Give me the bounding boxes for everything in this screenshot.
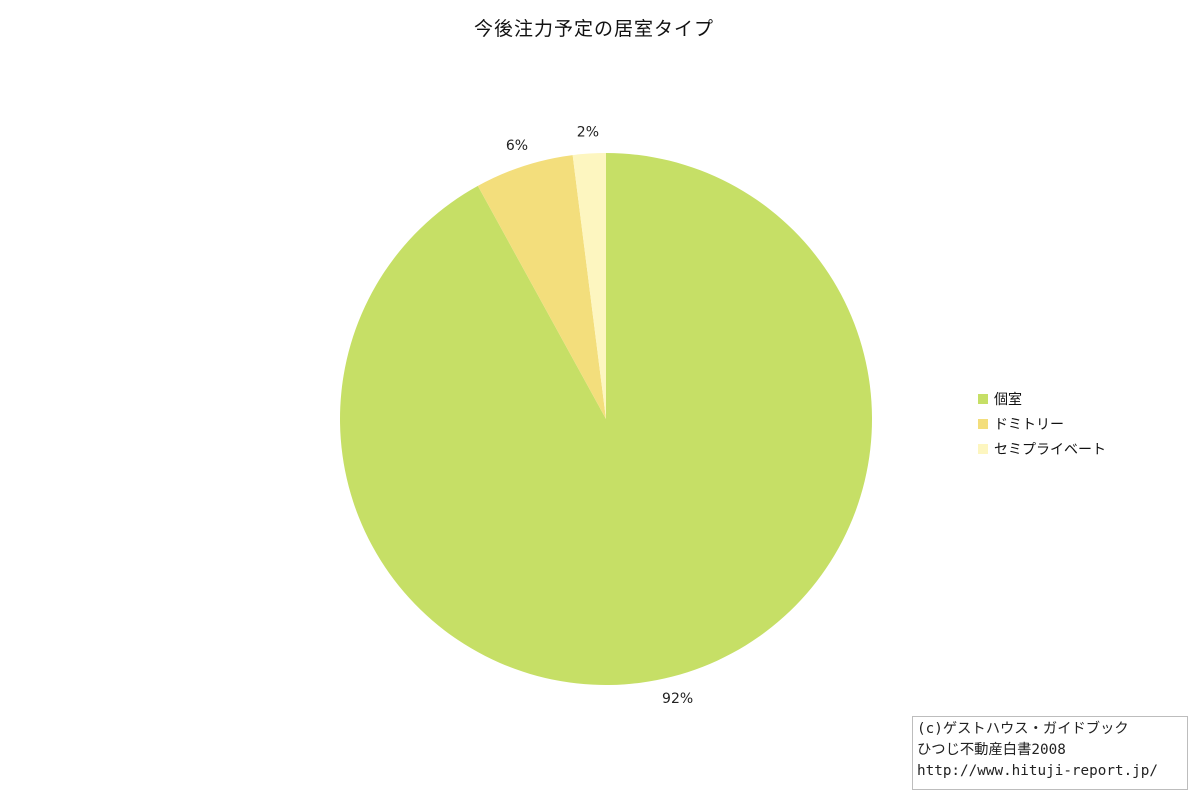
legend-item-semi-private: セミプライベート [978,436,1106,461]
legend-item-dormitory: ドミトリー [978,411,1106,436]
credit-line: http://www.hituji-report.jp/ [917,763,1159,779]
legend-swatch [978,418,988,429]
credit-line: (c)ゲストハウス・ガイドブック [917,721,1129,737]
pie-slice-dormitory [477,155,606,420]
chart-title: 今後注力予定の居室タイプ [473,18,714,40]
legend: 個室 ドミトリー セミプライベート [978,386,1106,461]
legend-label: 個室 [994,391,1022,408]
credit-line: ひつじ不動産白書2008 [917,742,1066,758]
pie-slice-semi-private [572,153,606,419]
credit-box: (c)ゲストハウス・ガイドブック ひつじ不動産白書2008 http://www… [912,716,1188,790]
legend-swatch [978,443,988,454]
pie-slice-percent-label: 92% [662,691,693,707]
pie-slice-percent-label: 2% [577,125,599,141]
legend-swatch [978,393,988,404]
legend-label: セミプライベート [994,441,1106,458]
legend-label: ドミトリー [994,416,1064,433]
legend-item-individual-room: 個室 [978,386,1106,411]
pie-slice-percent-label: 6% [506,138,528,154]
